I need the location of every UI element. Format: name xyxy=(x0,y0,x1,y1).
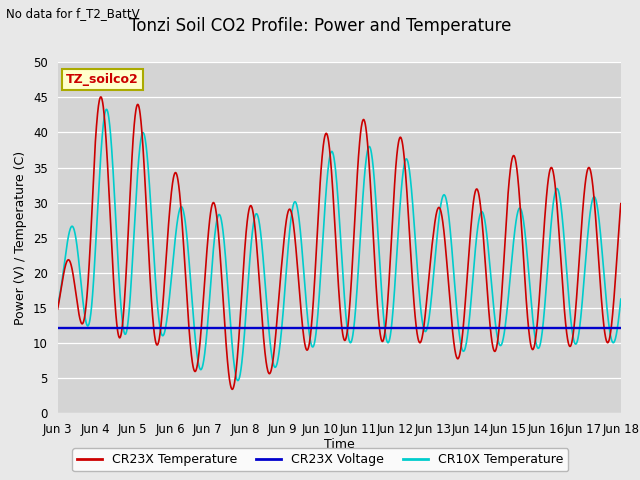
Text: Tonzi Soil CO2 Profile: Power and Temperature: Tonzi Soil CO2 Profile: Power and Temper… xyxy=(129,17,511,35)
Text: TZ_soilco2: TZ_soilco2 xyxy=(66,73,139,86)
Legend: CR23X Temperature, CR23X Voltage, CR10X Temperature: CR23X Temperature, CR23X Voltage, CR10X … xyxy=(72,448,568,471)
Y-axis label: Power (V) / Temperature (C): Power (V) / Temperature (C) xyxy=(15,151,28,324)
Text: No data for f_T2_BattV: No data for f_T2_BattV xyxy=(6,7,140,20)
X-axis label: Time: Time xyxy=(324,438,355,451)
